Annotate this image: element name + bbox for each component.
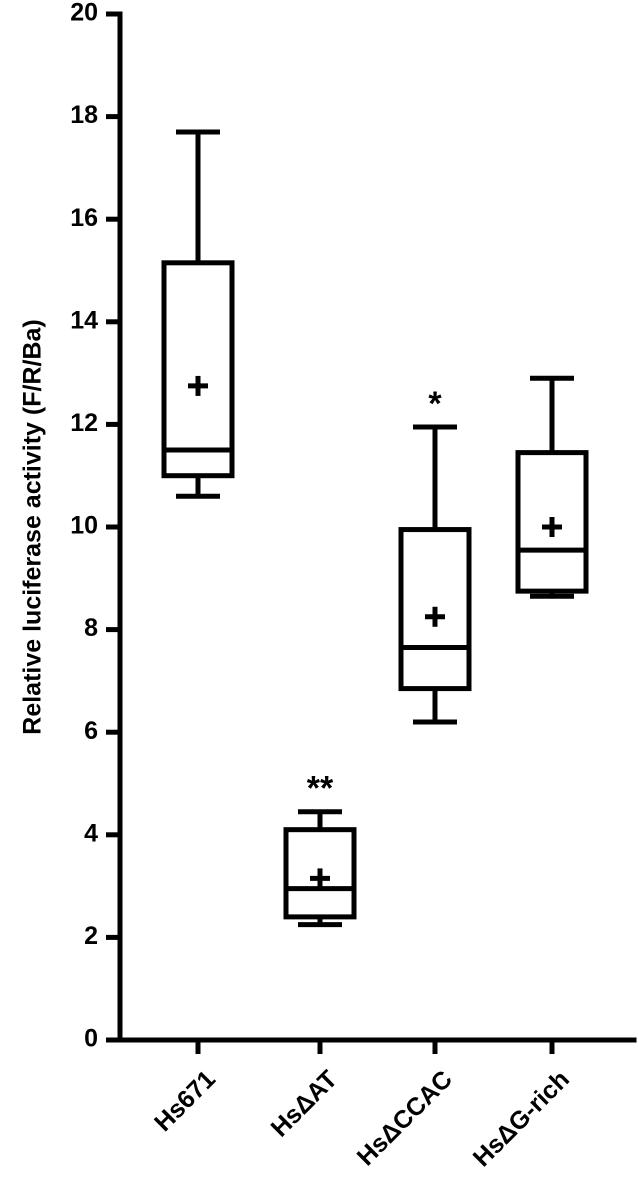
x-tick-label: HsΔCCAC (352, 1065, 458, 1171)
x-tick-label: HsΔAT (266, 1065, 343, 1142)
iqr-box (515, 450, 589, 594)
y-axis-label: Relative luciferase activity (F/R/Ba) (19, 319, 47, 734)
y-tick-label: 20 (70, 0, 98, 27)
y-tick-label: 4 (84, 819, 98, 847)
box-group: ** (283, 770, 357, 928)
iqr-box (161, 260, 235, 479)
y-tick-label: 10 (70, 512, 98, 540)
significance-label: ** (307, 770, 334, 808)
y-tick-label: 14 (70, 306, 98, 334)
significance-label: * (428, 385, 442, 423)
y-tick-label: 16 (70, 204, 98, 232)
boxes: *** (161, 129, 589, 928)
box-group (515, 375, 589, 599)
box-group: * (398, 385, 472, 725)
y-axis: 0 2 4 6 8 10 12 14 16 18 20 (70, 0, 123, 1053)
iqr-box (283, 827, 357, 920)
box-group (161, 129, 235, 499)
y-tick-label: 12 (70, 409, 98, 437)
x-tick-label: HsΔG-rich (468, 1065, 575, 1172)
y-tick-label: 6 (84, 717, 98, 745)
x-axis: Hs671 HsΔAT HsΔCCAC HsΔG-rich (117, 1037, 637, 1172)
y-tick-label: 18 (70, 101, 98, 129)
y-tick-label: 8 (84, 614, 98, 642)
x-tick-label: Hs671 (149, 1065, 221, 1137)
iqr-box (398, 527, 472, 692)
y-tick-label: 0 (84, 1025, 98, 1053)
y-tick-label: 2 (84, 922, 98, 950)
